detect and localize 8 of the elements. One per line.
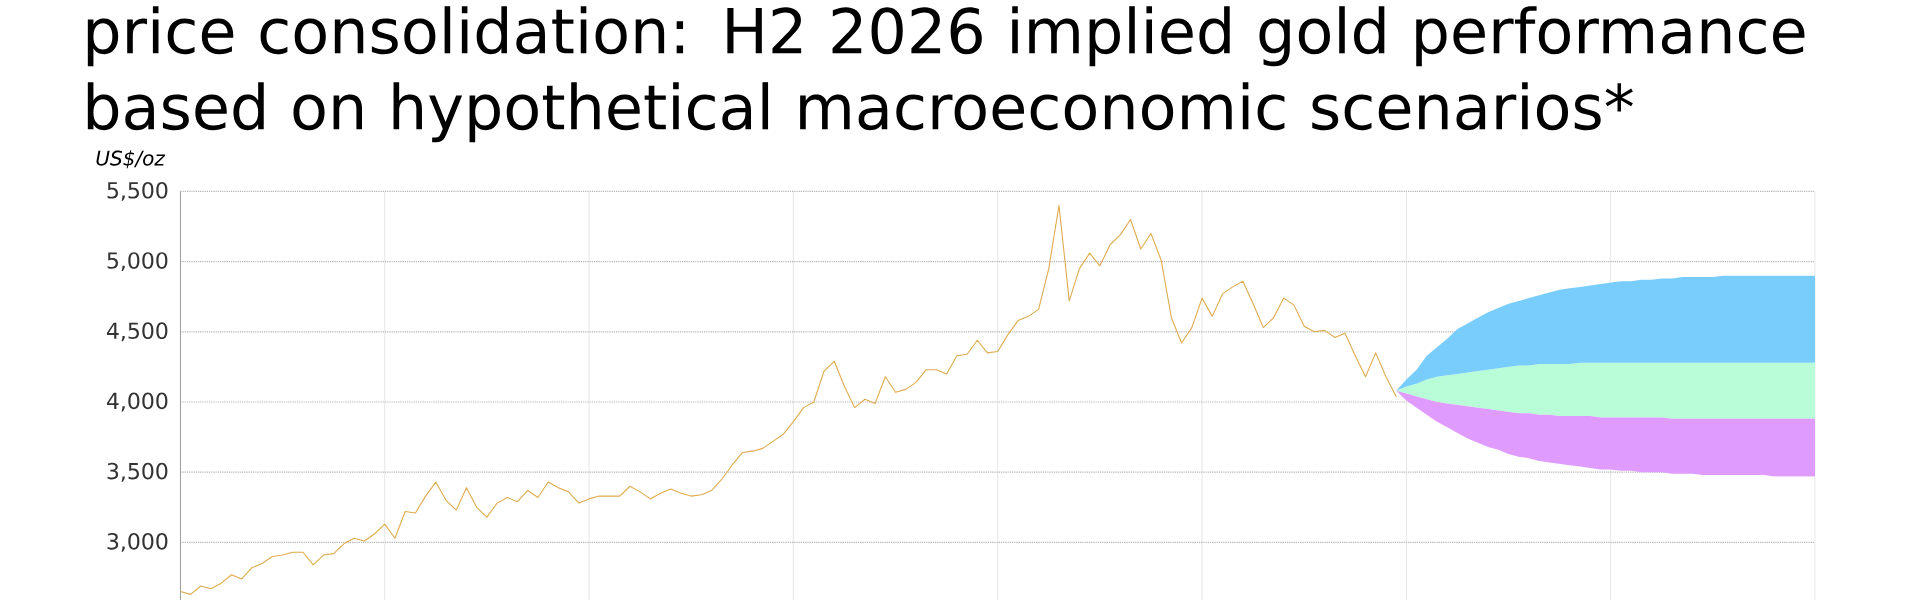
y-tick-label: 4,000 bbox=[106, 392, 168, 412]
y-tick-label: 5,000 bbox=[107, 252, 168, 272]
y-axis-title: US$/oz bbox=[96, 150, 166, 169]
chart-title: price consolidation: H2 2026 implied gold performance based on hypothetical macroeconomic scenarios* bbox=[87, 6, 1805, 143]
y-tick-label: 3,500 bbox=[107, 462, 168, 482]
y-tick-label: 4,500 bbox=[106, 322, 168, 342]
y-tick-label: 5,500 bbox=[107, 181, 168, 201]
y-tick-label: 3,000 bbox=[107, 532, 168, 552]
